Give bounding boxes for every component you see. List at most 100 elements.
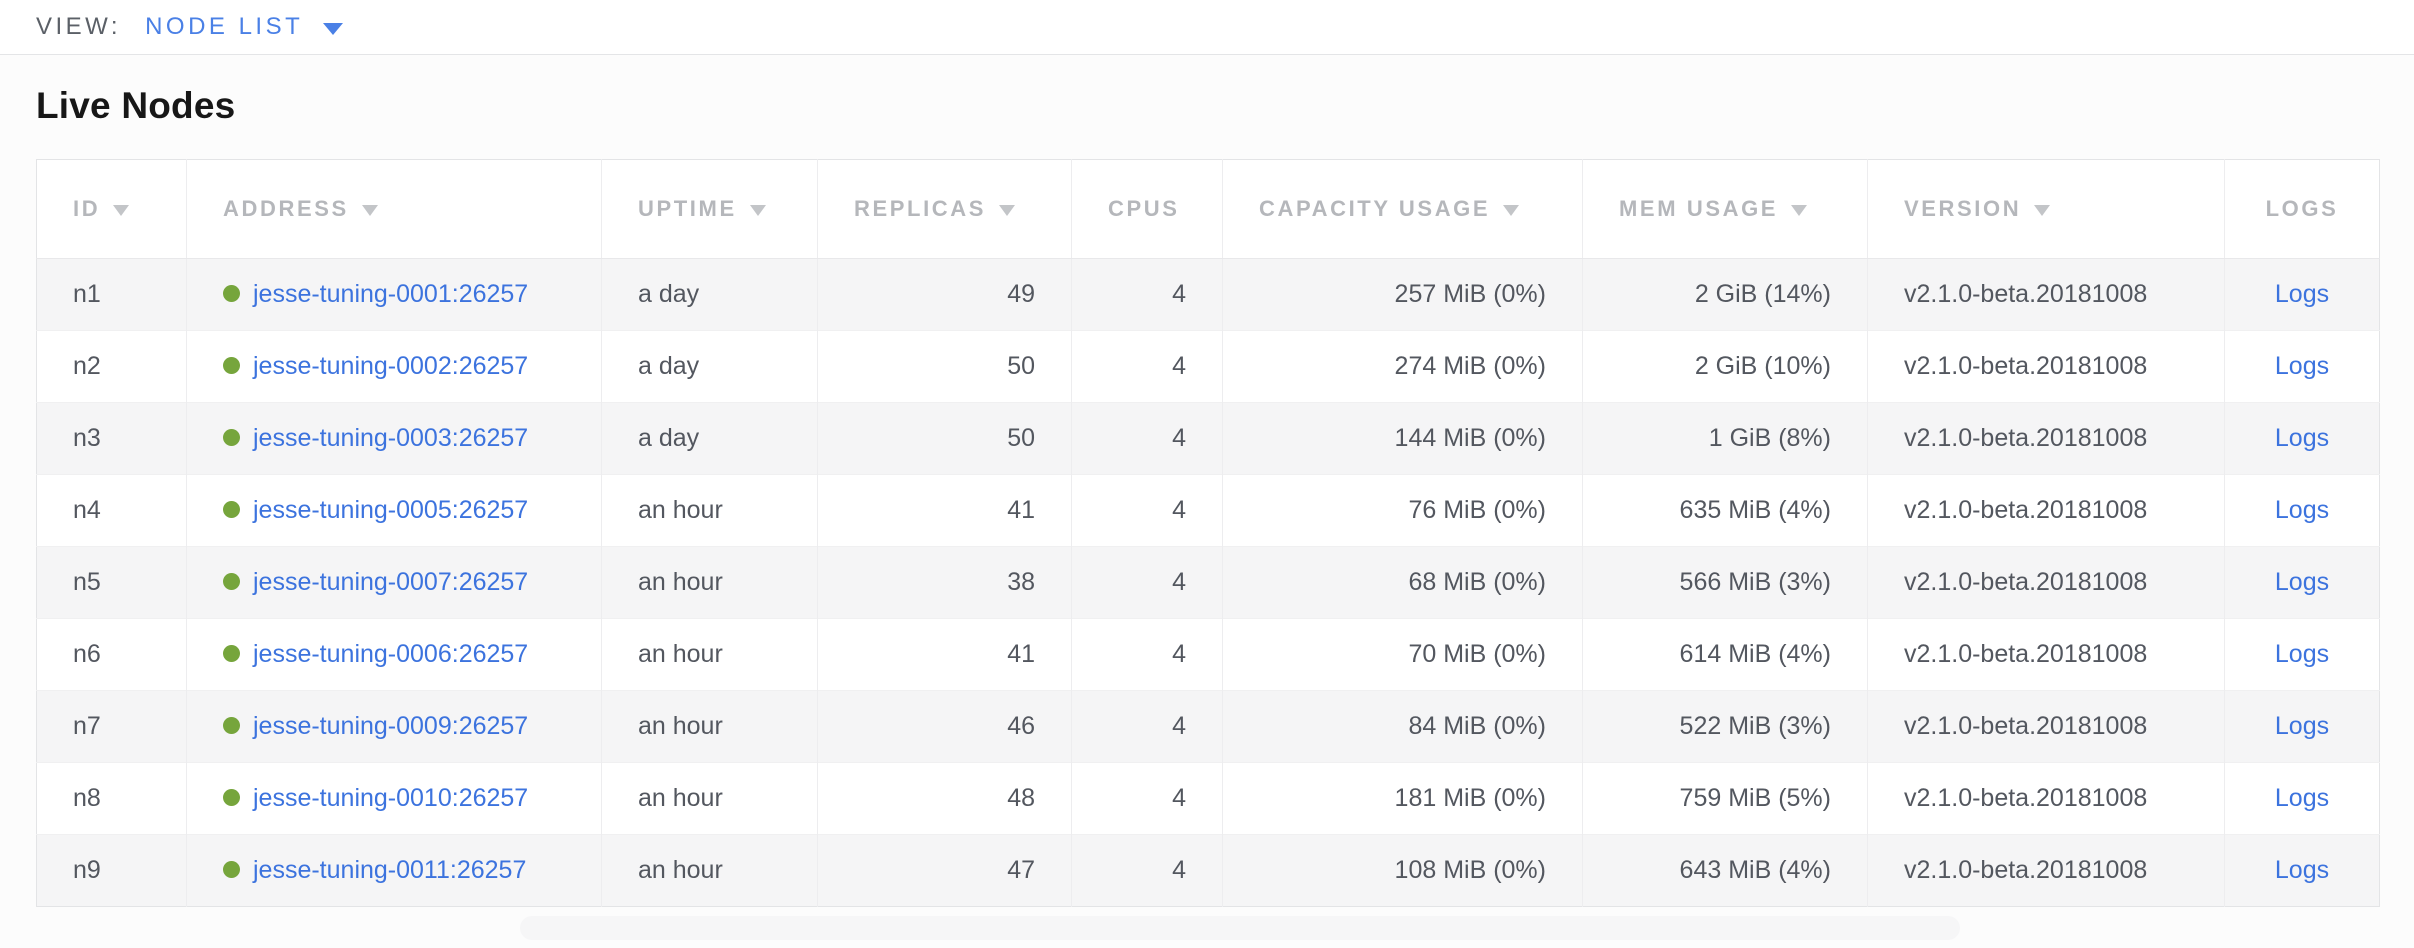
replicas-cell: 38	[817, 546, 1072, 619]
address-cell: jesse-tuning-0005:26257	[186, 474, 602, 547]
logs-link[interactable]: Logs	[2274, 280, 2330, 308]
logs-link[interactable]: Logs	[2274, 424, 2330, 452]
live-status-dot-icon	[223, 860, 240, 878]
column-header-id[interactable]: ID	[36, 159, 187, 259]
table-row: n6 jesse-tuning-0006:26257 an hour 41 4 …	[36, 618, 2380, 691]
uptime-cell: an hour	[601, 690, 818, 763]
logs-cell: Logs	[2224, 690, 2380, 763]
uptime-cell: an hour	[601, 474, 818, 547]
table-row: n2 jesse-tuning-0002:26257 a day 50 4 27…	[36, 330, 2380, 403]
replicas-cell: 49	[817, 258, 1072, 331]
view-bar: VIEW: NODE LIST	[0, 0, 2414, 55]
main-content: Live Nodes ID ADDRESS UPTIME REPLICAS CP…	[0, 85, 2414, 907]
capacity-usage-cell: 68 MiB (0%)	[1222, 546, 1583, 619]
capacity-usage-cell: 76 MiB (0%)	[1222, 474, 1583, 547]
cpus-cell: 4	[1071, 474, 1223, 547]
replicas-cell: 50	[817, 402, 1072, 475]
address-link[interactable]: jesse-tuning-0009:26257	[253, 712, 529, 740]
live-status-dot-icon	[223, 572, 240, 590]
mem-usage-cell: 635 MiB (4%)	[1582, 474, 1868, 547]
node-id-cell: n3	[36, 402, 187, 475]
uptime-cell: a day	[601, 330, 818, 403]
node-id-cell: n1	[36, 258, 187, 331]
uptime-cell: an hour	[601, 834, 818, 907]
logs-cell: Logs	[2224, 618, 2380, 691]
logs-link[interactable]: Logs	[2274, 712, 2330, 740]
logs-cell: Logs	[2224, 330, 2380, 403]
uptime-cell: a day	[601, 258, 818, 331]
mem-usage-cell: 759 MiB (5%)	[1582, 762, 1868, 835]
column-header-replicas[interactable]: REPLICAS	[817, 159, 1072, 259]
node-id-cell: n5	[36, 546, 187, 619]
live-status-dot-icon	[223, 284, 240, 302]
version-cell: v2.1.0-beta.20181008	[1867, 330, 2225, 403]
logs-link[interactable]: Logs	[2274, 496, 2330, 524]
address-link[interactable]: jesse-tuning-0010:26257	[253, 784, 529, 812]
cpus-cell: 4	[1071, 834, 1223, 907]
address-link[interactable]: jesse-tuning-0003:26257	[253, 424, 529, 452]
live-status-dot-icon	[223, 644, 240, 662]
address-link[interactable]: jesse-tuning-0002:26257	[253, 352, 529, 380]
capacity-usage-cell: 108 MiB (0%)	[1222, 834, 1583, 907]
column-header-logs: LOGS	[2224, 159, 2380, 259]
address-link[interactable]: jesse-tuning-0011:26257	[253, 856, 527, 884]
mem-usage-cell: 643 MiB (4%)	[1582, 834, 1868, 907]
column-header-uptime[interactable]: UPTIME	[601, 159, 818, 259]
address-link[interactable]: jesse-tuning-0007:26257	[253, 568, 529, 596]
version-cell: v2.1.0-beta.20181008	[1867, 762, 2225, 835]
sort-desc-icon	[1791, 205, 1808, 216]
cpus-cell: 4	[1071, 330, 1223, 403]
version-cell: v2.1.0-beta.20181008	[1867, 690, 2225, 763]
live-status-dot-icon	[223, 716, 240, 734]
cpus-cell: 4	[1071, 402, 1223, 475]
address-link[interactable]: jesse-tuning-0005:26257	[253, 496, 529, 524]
capacity-usage-cell: 84 MiB (0%)	[1222, 690, 1583, 763]
node-id-cell: n6	[36, 618, 187, 691]
address-cell: jesse-tuning-0010:26257	[186, 762, 602, 835]
cpus-cell: 4	[1071, 762, 1223, 835]
sort-desc-icon	[113, 205, 130, 216]
logs-cell: Logs	[2224, 402, 2380, 475]
cpus-cell: 4	[1071, 258, 1223, 331]
view-dropdown-value: NODE LIST	[145, 13, 304, 40]
live-status-dot-icon	[223, 428, 240, 446]
capacity-usage-cell: 70 MiB (0%)	[1222, 618, 1583, 691]
address-link[interactable]: jesse-tuning-0001:26257	[253, 280, 529, 308]
chevron-down-icon	[323, 23, 344, 35]
table-row: n8 jesse-tuning-0010:26257 an hour 48 4 …	[36, 762, 2380, 835]
address-link[interactable]: jesse-tuning-0006:26257	[253, 640, 529, 668]
version-cell: v2.1.0-beta.20181008	[1867, 258, 2225, 331]
mem-usage-cell: 2 GiB (14%)	[1582, 258, 1868, 331]
column-header-address[interactable]: ADDRESS	[186, 159, 602, 259]
column-header-capacity-usage[interactable]: CAPACITY USAGE	[1222, 159, 1583, 259]
view-dropdown[interactable]: NODE LIST	[145, 13, 344, 41]
node-id-cell: n2	[36, 330, 187, 403]
address-cell: jesse-tuning-0007:26257	[186, 546, 602, 619]
node-id-cell: n7	[36, 690, 187, 763]
logs-link[interactable]: Logs	[2274, 784, 2330, 812]
version-cell: v2.1.0-beta.20181008	[1867, 546, 2225, 619]
logs-link[interactable]: Logs	[2274, 568, 2330, 596]
mem-usage-cell: 522 MiB (3%)	[1582, 690, 1868, 763]
page-title: Live Nodes	[36, 85, 236, 126]
logs-cell: Logs	[2225, 259, 2380, 331]
live-status-dot-icon	[223, 788, 240, 806]
address-cell: jesse-tuning-0009:26257	[186, 690, 602, 763]
uptime-cell: a day	[601, 402, 818, 475]
cpus-cell: 4	[1071, 618, 1223, 691]
logs-link[interactable]: Logs	[2274, 640, 2330, 668]
logs-link[interactable]: Logs	[2274, 352, 2330, 380]
replicas-cell: 46	[817, 690, 1072, 763]
address-cell: jesse-tuning-0006:26257	[186, 618, 602, 691]
logs-cell: Logs	[2224, 474, 2380, 547]
logs-link[interactable]: Logs	[2274, 856, 2330, 884]
column-header-mem-usage[interactable]: MEM USAGE	[1582, 159, 1868, 259]
node-id-cell: n8	[36, 762, 187, 835]
column-header-version[interactable]: VERSION	[1867, 159, 2225, 259]
uptime-cell: an hour	[601, 762, 818, 835]
capacity-usage-cell: 144 MiB (0%)	[1222, 402, 1583, 475]
table-row: n5 jesse-tuning-0007:26257 an hour 38 4 …	[36, 546, 2380, 619]
logs-cell: Logs	[2224, 762, 2380, 835]
horizontal-scrollbar-thumb[interactable]	[520, 916, 1960, 940]
logs-cell: Logs	[2224, 546, 2380, 619]
